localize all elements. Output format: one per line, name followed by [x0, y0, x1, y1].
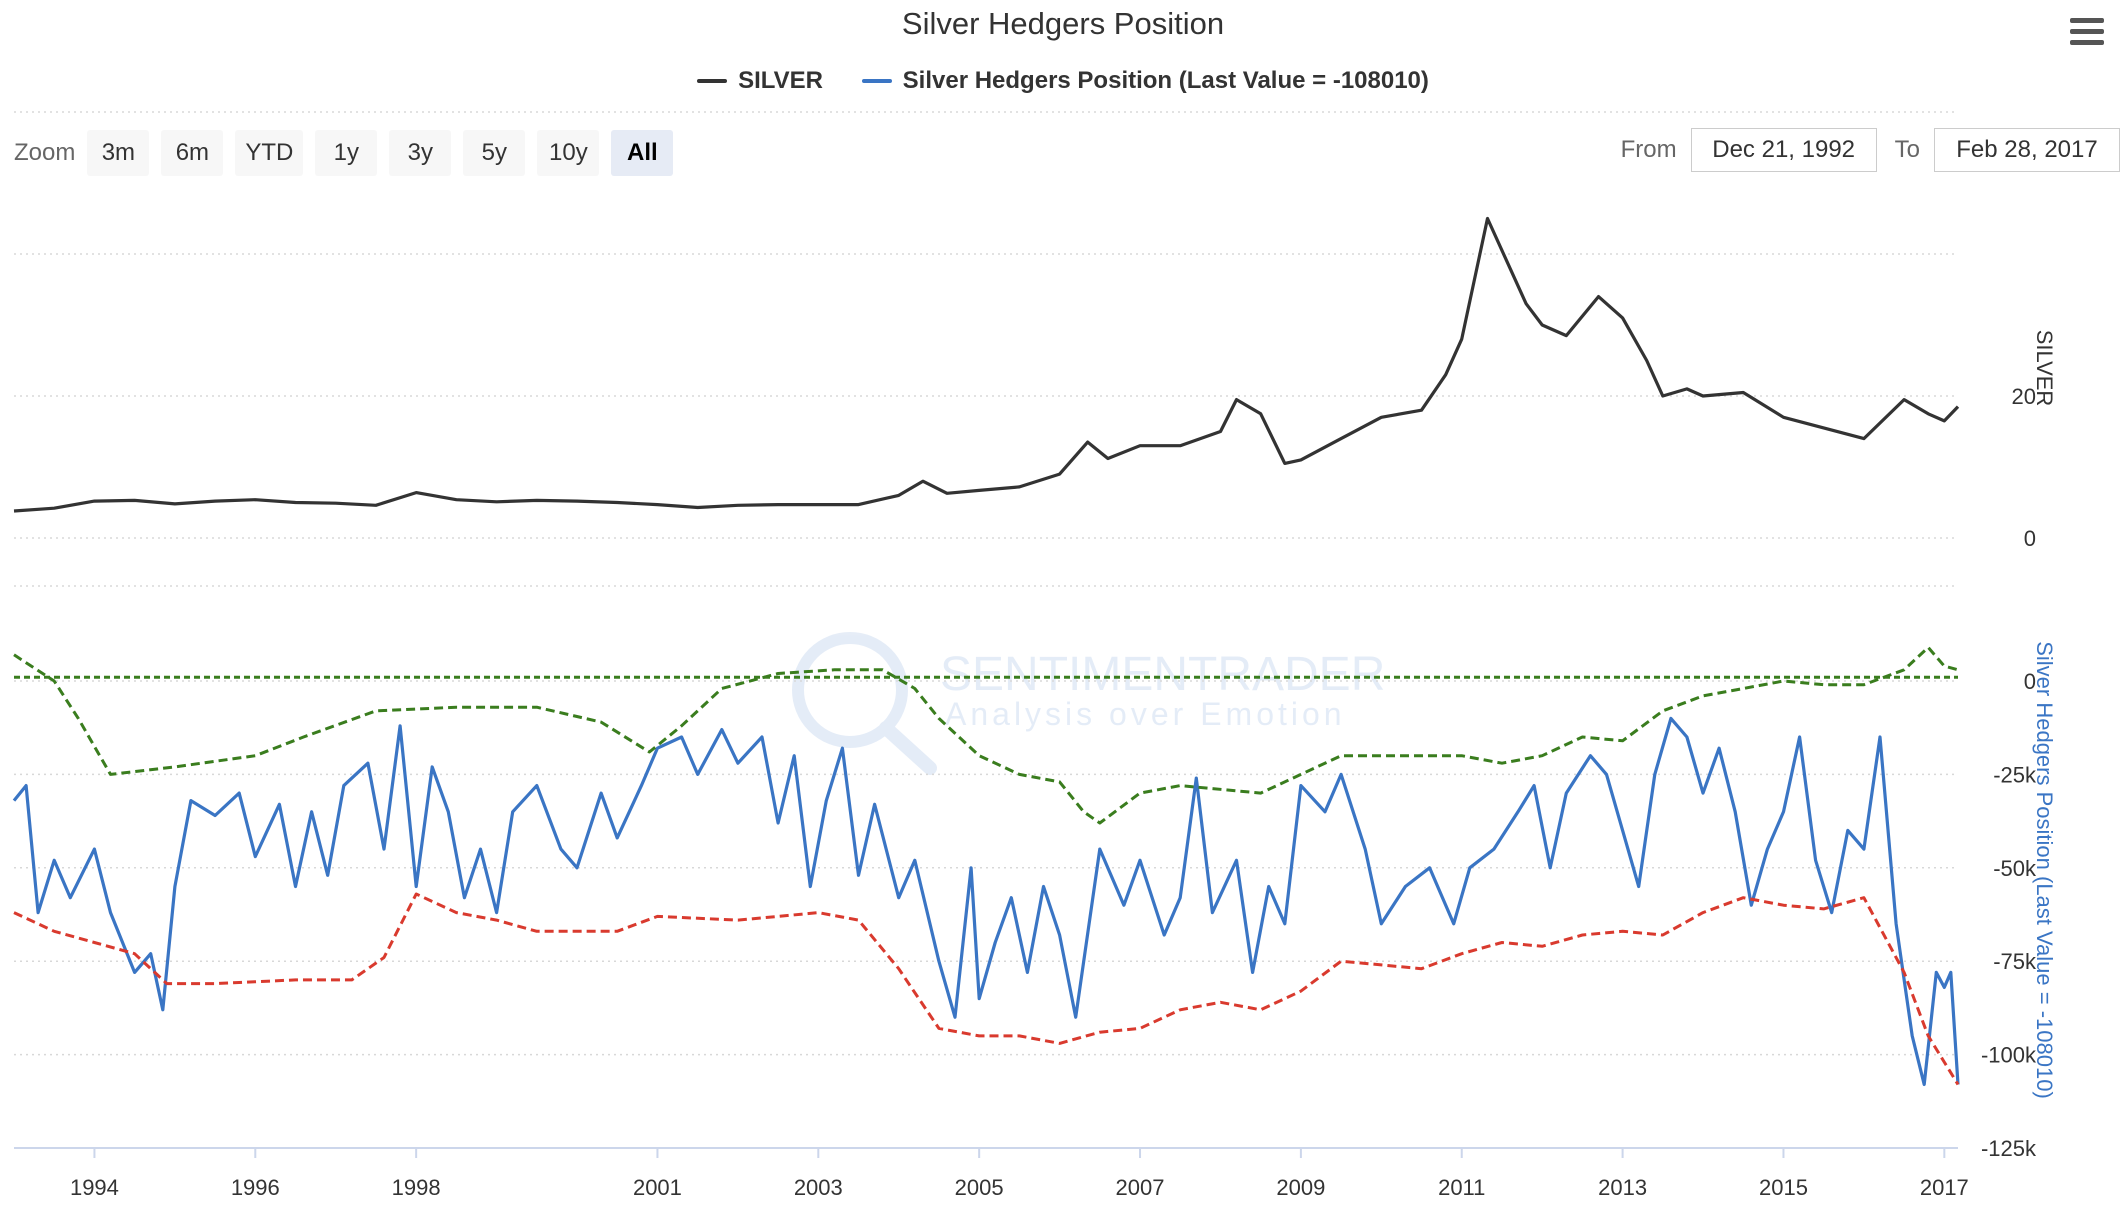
x-tick-label: 1996: [231, 1175, 280, 1200]
legend-item-silver[interactable]: SILVER: [697, 67, 823, 95]
zoom-button-5y[interactable]: 5y: [463, 130, 526, 176]
watermark-line1: SENTIMENTRADER: [940, 648, 1385, 701]
x-tick-label: 1998: [392, 1175, 441, 1200]
y-axis-title-price: SILVER: [2032, 330, 2057, 407]
silver-series-line: [13, 216, 1960, 513]
x-tick-label: 2005: [955, 1175, 1004, 1200]
hedgers-series-line: [12, 716, 1960, 1087]
watermark-line2: Analysis over Emotion: [945, 696, 1346, 732]
x-tick-label: 2007: [1116, 1175, 1165, 1200]
legend-label-silver: SILVER: [738, 67, 823, 94]
x-tick-label: 2003: [794, 1175, 843, 1200]
zoom-label: Zoom: [14, 139, 76, 166]
x-tick-label: 2009: [1276, 1175, 1325, 1200]
to-date-input[interactable]: Feb 28, 2017: [1934, 128, 2120, 172]
legend-item-hedgers[interactable]: Silver Hedgers Position (Last Value = -1…: [861, 67, 1429, 95]
y-tick-label: -25k: [1993, 762, 2037, 787]
legend-swatch-hedgers: [861, 79, 892, 83]
x-tick-label: 2015: [1759, 1175, 1808, 1200]
chart-title: Silver Hedgers Position: [901, 6, 1225, 41]
zoom-button-ytd[interactable]: YTD: [235, 130, 304, 176]
y-tick-label: 20: [2012, 384, 2036, 409]
lower-band-line: [13, 892, 1960, 1086]
watermark: SENTIMENTRADER Analysis over Emotion: [792, 632, 1385, 775]
x-tick-label: 2001: [633, 1175, 682, 1200]
zoom-button-6m[interactable]: 6m: [161, 130, 224, 176]
x-tick-label: 2017: [1920, 1175, 1969, 1200]
x-tick-label: 1994: [70, 1175, 119, 1200]
x-tick-label: 2011: [1438, 1175, 1485, 1200]
from-label: From: [1620, 136, 1677, 163]
zoom-button-3m[interactable]: 3m: [87, 130, 150, 176]
y-tick-label: -125k: [1981, 1136, 2037, 1161]
zoom-button-all[interactable]: All: [611, 130, 674, 176]
zoom-button-1y[interactable]: 1y: [315, 130, 378, 176]
to-label: To: [1894, 136, 1920, 163]
y-tick-label: -50k: [1993, 856, 2037, 881]
watermark-magnifier-icon: [792, 632, 908, 748]
date-range: From Dec 21, 1992 To Feb 28, 2017: [1603, 128, 2120, 172]
from-date-input[interactable]: Dec 21, 1992: [1690, 128, 1877, 172]
y-tick-label: -100k: [1981, 1043, 2037, 1068]
legend-swatch-silver: [697, 79, 728, 83]
y-tick-label: -75k: [1993, 949, 2037, 974]
legend-label-hedgers: Silver Hedgers Position (Last Value = -1…: [902, 67, 1429, 94]
zoom-button-3y[interactable]: 3y: [389, 130, 452, 176]
zoom-button-10y[interactable]: 10y: [537, 130, 600, 176]
legend: SILVER Silver Hedgers Position (Last Val…: [0, 62, 2126, 95]
x-tick-label: 2013: [1598, 1175, 1647, 1200]
y-tick-label: 0: [2024, 526, 2036, 551]
hamburger-menu-icon[interactable]: [2070, 18, 2104, 48]
range-selector: Zoom 3m 6m YTD 1y 3y 5y 10y All: [14, 130, 685, 176]
y-axis-title-hedgers: Silver Hedgers Position (Last Value = -1…: [2032, 641, 2057, 1099]
y-tick-label: 0: [2024, 669, 2036, 694]
